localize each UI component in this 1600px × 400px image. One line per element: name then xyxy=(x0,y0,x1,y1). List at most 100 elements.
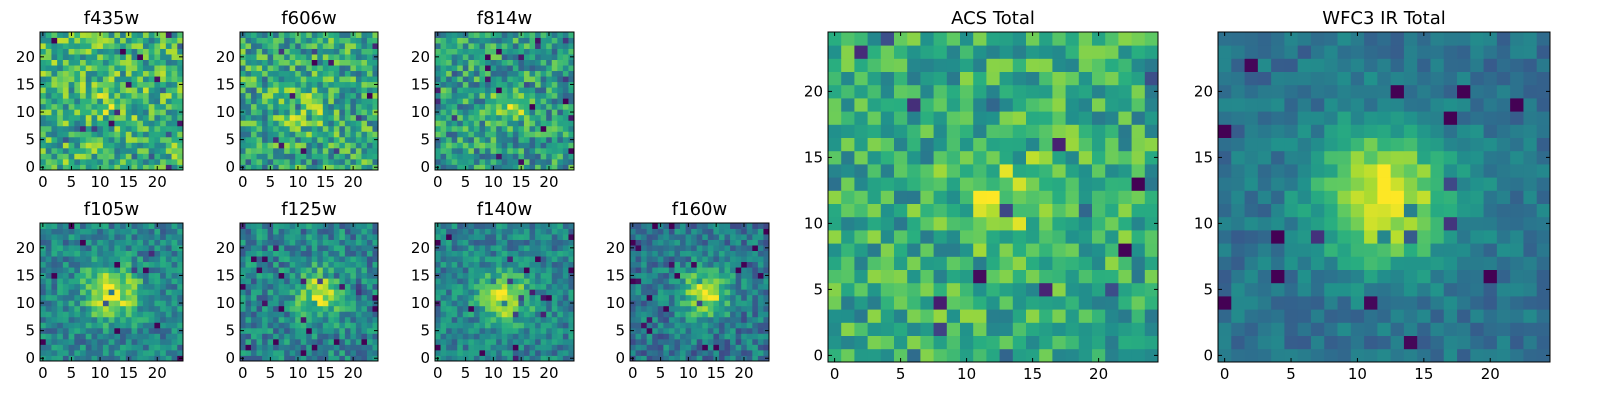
heatmap-cell xyxy=(267,344,274,351)
heatmap-cell xyxy=(177,147,184,154)
y-tick-label: 0 xyxy=(225,158,235,176)
heatmap-cell xyxy=(691,228,698,235)
heatmap-cell xyxy=(372,338,379,345)
heatmap-cell xyxy=(568,261,575,268)
heatmap-cell xyxy=(512,131,519,138)
heatmap-cell xyxy=(1052,190,1066,204)
heatmap-cell xyxy=(518,327,525,334)
heatmap-cell xyxy=(333,311,340,318)
heatmap-cell xyxy=(920,190,934,204)
heatmap-cell xyxy=(366,311,373,318)
heatmap-cell xyxy=(512,32,519,38)
heatmap-cell xyxy=(999,282,1014,297)
heatmap-cell xyxy=(51,349,58,356)
heatmap-cell xyxy=(907,296,921,310)
heatmap-cell xyxy=(256,98,263,105)
heatmap-cell xyxy=(663,223,670,229)
heatmap-cell xyxy=(40,250,47,257)
heatmap-cell xyxy=(62,322,69,329)
heatmap-cell xyxy=(284,147,291,154)
heatmap-cell xyxy=(108,289,115,296)
heatmap-cell xyxy=(546,305,553,312)
heatmap-cell xyxy=(165,54,172,60)
heatmap-cell xyxy=(473,164,480,171)
heatmap-cell xyxy=(724,344,731,351)
heatmap-cell xyxy=(468,103,475,110)
heatmap-cell xyxy=(468,114,475,121)
heatmap-cell xyxy=(1052,269,1066,284)
heatmap-cell xyxy=(245,54,252,60)
heatmap-cell xyxy=(300,92,307,99)
heatmap-cell xyxy=(473,305,480,312)
heatmap-cell xyxy=(284,81,291,88)
heatmap-cell xyxy=(518,70,525,77)
heatmap-cell xyxy=(339,153,346,160)
heatmap-cell xyxy=(446,59,453,66)
heatmap-cell xyxy=(300,250,307,257)
heatmap-cell xyxy=(440,349,447,356)
heatmap-cell xyxy=(108,142,115,149)
heatmap-cell xyxy=(501,70,508,77)
heatmap-cell xyxy=(562,261,569,268)
heatmap-cell xyxy=(148,245,155,251)
heatmap-cell xyxy=(97,311,104,318)
heatmap-cell xyxy=(490,59,497,66)
heatmap-cell xyxy=(462,59,469,66)
heatmap-cell xyxy=(501,256,508,263)
x-tick-label: 0 xyxy=(238,173,248,191)
heatmap-cell xyxy=(333,256,340,263)
heatmap-cell xyxy=(366,158,373,165)
heatmap-cell xyxy=(557,305,564,312)
heatmap-cell xyxy=(540,256,547,263)
heatmap-cell xyxy=(68,70,75,77)
heatmap-cell xyxy=(507,43,514,49)
heatmap-cell xyxy=(125,43,132,49)
heatmap-cell xyxy=(284,59,291,66)
y-tick-label: 5 xyxy=(225,322,235,340)
heatmap-cell xyxy=(663,333,670,340)
heatmap-cell xyxy=(946,256,961,270)
heatmap-cell xyxy=(355,333,362,340)
heatmap-cell xyxy=(746,289,753,296)
heatmap-cell xyxy=(440,327,447,334)
heatmap-cell xyxy=(986,177,1000,191)
heatmap-cell xyxy=(295,37,302,44)
heatmap-cell xyxy=(518,142,525,149)
heatmap-cell xyxy=(125,142,132,149)
heatmap-cell xyxy=(518,338,525,345)
heatmap-cell xyxy=(85,70,92,77)
heatmap-cell xyxy=(148,344,155,351)
heatmap-cell xyxy=(366,153,373,160)
heatmap-cell xyxy=(496,125,503,132)
heatmap-cell xyxy=(457,289,464,296)
heatmap-cell xyxy=(446,349,453,356)
heatmap-cell xyxy=(80,125,87,132)
heatmap-cell xyxy=(746,316,753,323)
heatmap-cell xyxy=(501,54,508,60)
heatmap-cell xyxy=(177,278,184,285)
heatmap-cell xyxy=(165,92,172,99)
heatmap-cell xyxy=(344,114,351,121)
heatmap-cell xyxy=(562,338,569,345)
heatmap-cell xyxy=(518,278,525,285)
heatmap-cell xyxy=(344,81,351,88)
heatmap-cell xyxy=(468,250,475,257)
heatmap-cell xyxy=(462,294,469,301)
heatmap-cell xyxy=(148,316,155,323)
heatmap-cell xyxy=(80,289,87,296)
heatmap-cell xyxy=(501,228,508,235)
heatmap-cell xyxy=(108,300,115,307)
heatmap-cell xyxy=(40,267,47,274)
heatmap-cell xyxy=(473,54,480,60)
heatmap-cell xyxy=(300,65,307,72)
heatmap-cell xyxy=(142,338,150,345)
heatmap-cell xyxy=(295,147,302,154)
heatmap-cell xyxy=(350,120,357,127)
heatmap-cell xyxy=(680,261,686,268)
heatmap-cell xyxy=(557,48,564,55)
heatmap-cell xyxy=(562,136,569,143)
heatmap-cell xyxy=(306,103,313,110)
heatmap-cell xyxy=(171,311,178,318)
heatmap-cell xyxy=(440,65,447,72)
heatmap-cell xyxy=(154,261,161,268)
